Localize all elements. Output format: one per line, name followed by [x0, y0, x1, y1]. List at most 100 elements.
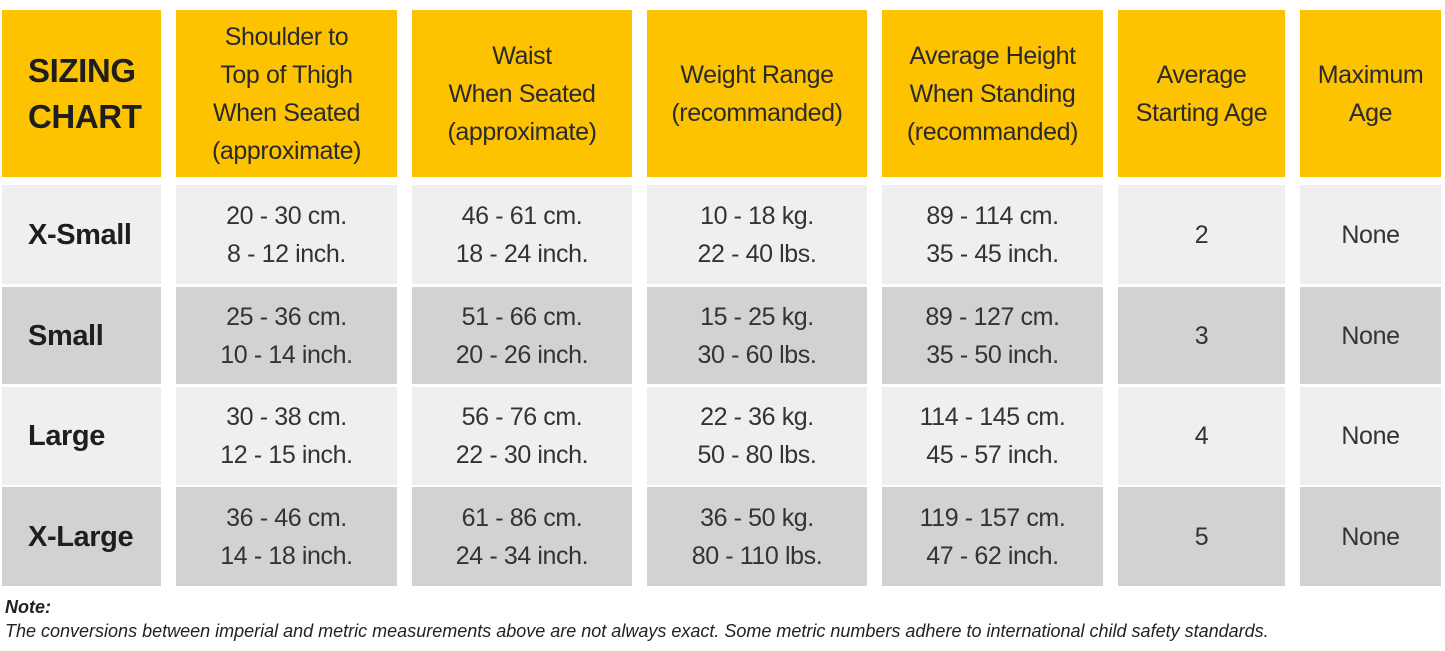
cell-line: Shoulder to: [224, 22, 349, 51]
cell-line: When Standing: [909, 79, 1076, 108]
cell-line: 18 - 24 inch.: [455, 239, 589, 268]
cell-line: 8 - 12 inch.: [227, 239, 346, 268]
table-cell: 89 - 114 cm. 35 - 45 inch.: [882, 185, 1103, 284]
cell-line: 25 - 36 cm.: [226, 302, 347, 331]
header-cell: SIZING CHART: [2, 10, 161, 177]
cell-line: Top of Thigh: [220, 60, 353, 89]
table-cell: 56 - 76 cm. 22 - 30 inch.: [412, 387, 632, 485]
cell-line: None: [1341, 321, 1400, 350]
cell-line: 2: [1194, 220, 1209, 249]
cell-line: 14 - 18 inch.: [220, 541, 353, 570]
cell-line: 36 - 50 kg.: [700, 503, 814, 532]
table-cell: None: [1300, 487, 1441, 586]
header-cell: Average Height When Standing (recommanded): [882, 10, 1103, 177]
table-cell: 15 - 25 kg. 30 - 60 lbs.: [647, 287, 867, 384]
cell-line: 56 - 76 cm.: [461, 403, 583, 431]
cell-line: 3: [1194, 321, 1209, 350]
row-label: Large: [2, 387, 161, 485]
cell-line: 45 - 57 inch.: [926, 441, 1059, 469]
cell-line: 10 - 14 inch.: [220, 340, 353, 369]
note-text: The conversions between imperial and met…: [5, 621, 1269, 641]
cell-line: 10 - 18 kg.: [700, 201, 814, 230]
cell-line: SIZING: [28, 51, 136, 89]
cell-line: None: [1341, 422, 1400, 450]
cell-line: 12 - 15 inch.: [220, 441, 353, 469]
cell-line: 20 - 30 cm.: [226, 201, 347, 230]
cell-line: Small: [28, 319, 104, 352]
cell-line: X-Small: [28, 218, 132, 251]
table-cell: 22 - 36 kg. 50 - 80 lbs.: [647, 387, 867, 485]
table-cell: None: [1300, 387, 1441, 485]
row-label: X-Small: [2, 185, 161, 284]
cell-line: (approximate): [211, 136, 362, 165]
table-cell: 114 - 145 cm. 45 - 57 inch.: [882, 387, 1103, 485]
cell-line: 114 - 145 cm.: [919, 403, 1066, 431]
table-cell: 51 - 66 cm. 20 - 26 inch.: [412, 287, 632, 384]
cell-line: When Seated: [448, 79, 596, 108]
table-cell: 2: [1118, 185, 1285, 284]
cell-line: 4: [1194, 422, 1209, 450]
cell-line: None: [1341, 220, 1400, 249]
table-cell: None: [1300, 185, 1441, 284]
cell-line: 15 - 25 kg.: [700, 302, 814, 331]
cell-line: 24 - 34 inch.: [455, 541, 589, 570]
table-cell: None: [1300, 287, 1441, 384]
cell-line: 51 - 66 cm.: [461, 302, 583, 331]
cell-line: 61 - 86 cm.: [461, 503, 583, 532]
table-cell: 25 - 36 cm. 10 - 14 inch.: [176, 287, 397, 384]
cell-line: 47 - 62 inch.: [926, 541, 1059, 570]
cell-line: 20 - 26 inch.: [455, 340, 589, 369]
cell-line: Waist: [492, 41, 552, 70]
cell-line: None: [1341, 522, 1400, 551]
table-cell: 61 - 86 cm. 24 - 34 inch.: [412, 487, 632, 586]
cell-line: 119 - 157 cm.: [919, 503, 1066, 532]
table-cell: 46 - 61 cm. 18 - 24 inch.: [412, 185, 632, 284]
cell-line: Starting Age: [1135, 98, 1268, 127]
cell-line: Weight Range: [680, 60, 834, 89]
cell-line: 5: [1194, 522, 1209, 551]
note-title: Note:: [5, 597, 51, 617]
table-cell: 10 - 18 kg. 22 - 40 lbs.: [647, 185, 867, 284]
table-cell: 3: [1118, 287, 1285, 384]
cell-line: 22 - 36 kg.: [700, 403, 814, 431]
table-cell: 20 - 30 cm. 8 - 12 inch.: [176, 185, 397, 284]
cell-line: 35 - 45 inch.: [926, 239, 1059, 268]
table-cell: 119 - 157 cm. 47 - 62 inch.: [882, 487, 1103, 586]
cell-line: 50 - 80 lbs.: [697, 441, 817, 469]
header-cell: Average Starting Age: [1118, 10, 1285, 177]
cell-line: (approximate): [447, 117, 597, 146]
row-label: X-Large: [2, 487, 161, 586]
table-cell: 4: [1118, 387, 1285, 485]
cell-line: 80 - 110 lbs.: [691, 541, 823, 570]
header-cell: Maximum Age: [1300, 10, 1441, 177]
cell-line: 22 - 30 inch.: [455, 441, 589, 469]
table-cell: 30 - 38 cm. 12 - 15 inch.: [176, 387, 397, 485]
cell-line: Maximum: [1317, 60, 1424, 89]
cell-line: 36 - 46 cm.: [226, 503, 347, 532]
cell-line: 30 - 60 lbs.: [697, 340, 817, 369]
cell-line: (recommanded): [906, 117, 1079, 146]
table-cell: 89 - 127 cm. 35 - 50 inch.: [882, 287, 1103, 384]
table-cell: 36 - 46 cm. 14 - 18 inch.: [176, 487, 397, 586]
cell-line: Average Height: [909, 41, 1076, 70]
cell-line: 22 - 40 lbs.: [697, 239, 817, 268]
header-cell: Waist When Seated (approximate): [412, 10, 632, 177]
cell-line: Average: [1156, 60, 1247, 89]
table-cell: 5: [1118, 487, 1285, 586]
cell-line: Large: [28, 420, 105, 452]
cell-line: 46 - 61 cm.: [461, 201, 583, 230]
cell-line: X-Large: [28, 520, 134, 553]
cell-line: (recommanded): [671, 98, 843, 127]
cell-line: 35 - 50 inch.: [926, 340, 1059, 369]
cell-line: When Seated: [212, 98, 361, 127]
cell-line: Age: [1348, 98, 1393, 127]
table-cell: 36 - 50 kg. 80 - 110 lbs.: [647, 487, 867, 586]
cell-line: CHART: [28, 97, 142, 135]
cell-line: 89 - 127 cm.: [925, 302, 1060, 331]
row-label: Small: [2, 287, 161, 384]
header-cell: Shoulder to Top of Thigh When Seated (appro…: [176, 10, 397, 177]
cell-line: 30 - 38 cm.: [226, 403, 347, 431]
header-cell: Weight Range (recommanded): [647, 10, 867, 177]
cell-line: 89 - 114 cm.: [926, 201, 1059, 230]
